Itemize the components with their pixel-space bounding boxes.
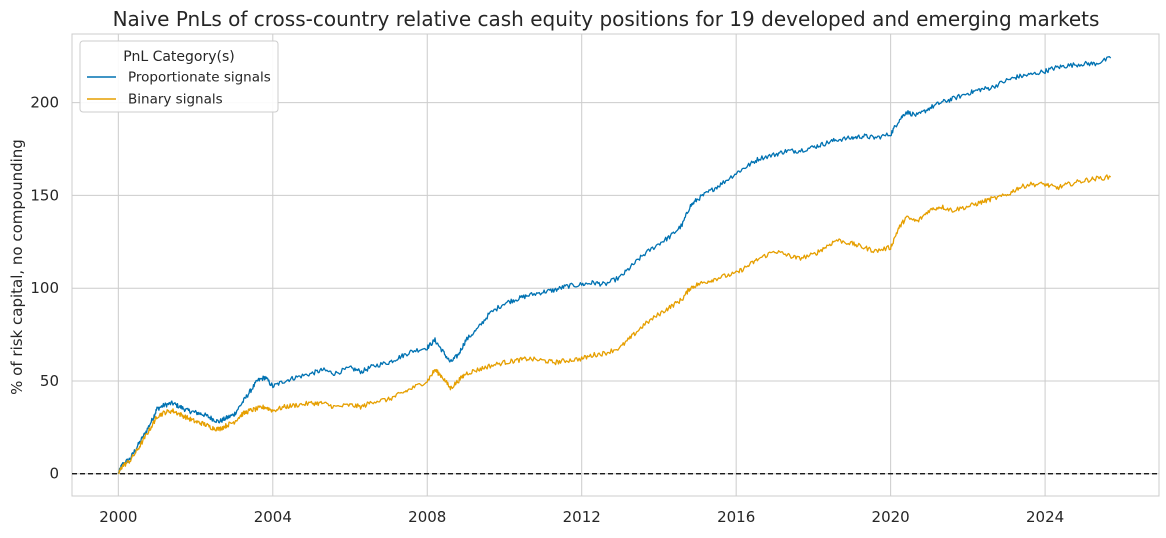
x-tick-label: 2004 (254, 508, 292, 526)
legend-label: Proportionate signals (128, 70, 271, 86)
y-tick-label: 50 (40, 372, 59, 390)
legend-title: PnL Category(s) (123, 49, 235, 65)
plot-area-frame (71, 33, 1160, 497)
y-tick-label: 0 (49, 465, 59, 483)
legend-items: Proportionate signals Binary signals (87, 70, 271, 108)
y-tick-label: 100 (30, 279, 59, 297)
y-axis-ticks: 0 50 100 150 200 (30, 94, 59, 483)
x-tick-label: 2000 (99, 508, 137, 526)
legend-label: Binary signals (128, 92, 223, 108)
chart-title: Naive PnLs of cross-country relative cas… (113, 7, 1100, 31)
series-line-binary-signals (117, 174, 1112, 475)
x-tick-label: 2024 (1026, 508, 1064, 526)
x-axis-ticks: 2000 2004 2008 2012 2016 2020 2024 (99, 508, 1064, 526)
series-line-proportionate-signals (117, 56, 1112, 474)
legend: PnL Category(s) Proportionate signals Bin… (79, 40, 279, 113)
y-axis-label: % of risk capital, no compounding (8, 139, 26, 395)
x-tick-label: 2008 (408, 508, 446, 526)
y-tick-label: 200 (30, 94, 59, 112)
legend-box (79, 40, 279, 113)
y-tick-label: 150 (30, 186, 59, 204)
series-lines (117, 56, 1112, 475)
x-tick-label: 2020 (872, 508, 910, 526)
x-tick-label: 2016 (717, 508, 755, 526)
x-tick-label: 2012 (563, 508, 601, 526)
